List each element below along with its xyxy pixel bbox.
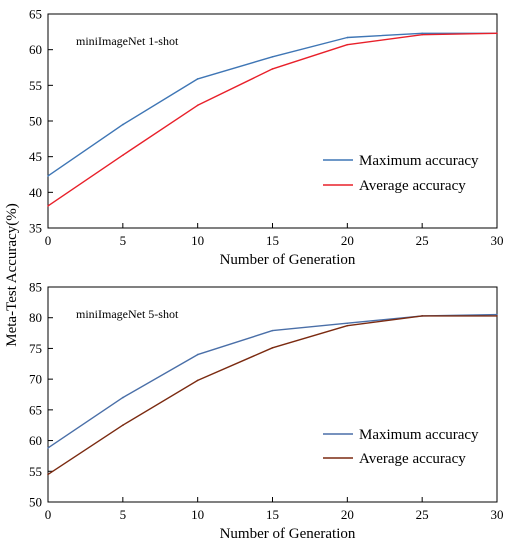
chart-1-legend-label-average-accuracy: Average accuracy: [359, 178, 466, 194]
chart-1-point-maximum-accuracy: [47, 175, 49, 177]
shared-y-axis-label: Meta-Test Accuracy(%): [4, 203, 20, 346]
chart-1-legend-label-maximum-accuracy: Maximum accuracy: [359, 153, 479, 169]
chart-2-point-average-accuracy: [196, 379, 199, 382]
chart-1-point-average-accuracy: [196, 104, 199, 107]
chart-2-point-maximum-accuracy: [271, 329, 274, 332]
chart-2-point-maximum-accuracy: [47, 447, 49, 449]
chart-1-annotation: miniImageNet 1-shot: [76, 34, 179, 48]
chart-2-point-average-accuracy: [122, 424, 124, 427]
chart-1-point-maximum-accuracy: [421, 32, 423, 35]
chart-1-point-average-accuracy: [122, 154, 124, 157]
chart-2-y-tick-label: 75: [29, 341, 42, 356]
chart-2-point-average-accuracy: [346, 324, 349, 327]
chart-2-x-tick-label: 0: [45, 507, 52, 522]
chart-1-x-tick-label: 30: [491, 233, 504, 248]
chart-1-y-tick-label: 45: [29, 149, 42, 164]
chart-2-x-tick-label: 5: [120, 507, 127, 522]
chart-2-point-average-accuracy: [271, 347, 274, 349]
chart-2-y-tick-label: 55: [29, 464, 42, 479]
chart-1-point-average-accuracy: [47, 205, 49, 207]
chart-1-point-maximum-accuracy: [271, 56, 274, 58]
chart-1-y-tick-label: 65: [29, 7, 42, 22]
chart-2-point-average-accuracy: [421, 315, 423, 317]
chart-1-x-tick-label: 5: [120, 233, 127, 248]
chart-2-point-average-accuracy: [47, 473, 49, 476]
chart-1-x-tick-label: 25: [416, 233, 429, 248]
chart-2-y-tick-label: 70: [29, 372, 42, 387]
chart-2-x-tick-label: 25: [416, 507, 429, 522]
chart-2-point-maximum-accuracy: [122, 396, 124, 399]
chart-2-y-tick-label: 85: [29, 280, 42, 295]
chart-2-x-tick-label: 30: [491, 507, 504, 522]
chart-2-point-maximum-accuracy: [496, 313, 498, 316]
chart-2-x-tick-label: 10: [191, 507, 204, 522]
chart-1-point-maximum-accuracy: [122, 123, 124, 126]
chart-1-point-maximum-accuracy: [346, 36, 349, 39]
chart-1-x-axis-label: Number of Generation: [220, 252, 356, 268]
chart-2-x-axis-label: Number of Generation: [220, 526, 356, 542]
chart-1-point-average-accuracy: [346, 43, 349, 46]
chart-1-y-tick-label: 60: [29, 42, 42, 57]
chart-2-y-tick-label: 60: [29, 433, 42, 448]
chart-1-x-tick-label: 10: [191, 233, 204, 248]
chart-2-legend-label-average-accuracy: Average accuracy: [359, 451, 466, 467]
chart-2-x-tick-label: 20: [341, 507, 354, 522]
chart-1-y-tick-label: 55: [29, 78, 42, 93]
chart-1-y-tick-label: 35: [29, 221, 42, 236]
chart-1-y-tick-label: 50: [29, 114, 42, 129]
chart-1-y-tick-label: 40: [29, 185, 42, 200]
chart-1-point-maximum-accuracy: [196, 78, 199, 80]
chart-1-point-average-accuracy: [421, 33, 423, 36]
chart-2-x-tick-label: 15: [266, 507, 279, 522]
chart-2-point-maximum-accuracy: [196, 353, 199, 356]
chart-2-point-maximum-accuracy: [346, 322, 349, 325]
chart-2-y-tick-label: 65: [29, 402, 42, 417]
chart-1-point-average-accuracy: [271, 68, 274, 70]
chart-1-x-tick-label: 20: [341, 233, 354, 248]
chart-1-point-average-accuracy: [496, 32, 498, 35]
chart-2-y-tick-label: 80: [29, 310, 42, 325]
chart-1-x-tick-label: 0: [45, 233, 52, 248]
chart-2-annotation: miniImageNet 5-shot: [76, 307, 179, 321]
chart-2-y-tick-label: 50: [29, 495, 42, 510]
chart-2-point-average-accuracy: [496, 315, 498, 317]
chart-2: 0 5 10 15 20 25 30 50 55 60 65 70 75 80 85 Number of Ge…: [29, 280, 504, 543]
chart-2-legend-label-maximum-accuracy: Maximum accuracy: [359, 427, 479, 443]
chart-1: 0 5 10 15 20 25 30 35 40 45 50 55 60 65 Number of Gene…: [29, 7, 504, 269]
chart-1-x-tick-label: 15: [266, 233, 279, 248]
